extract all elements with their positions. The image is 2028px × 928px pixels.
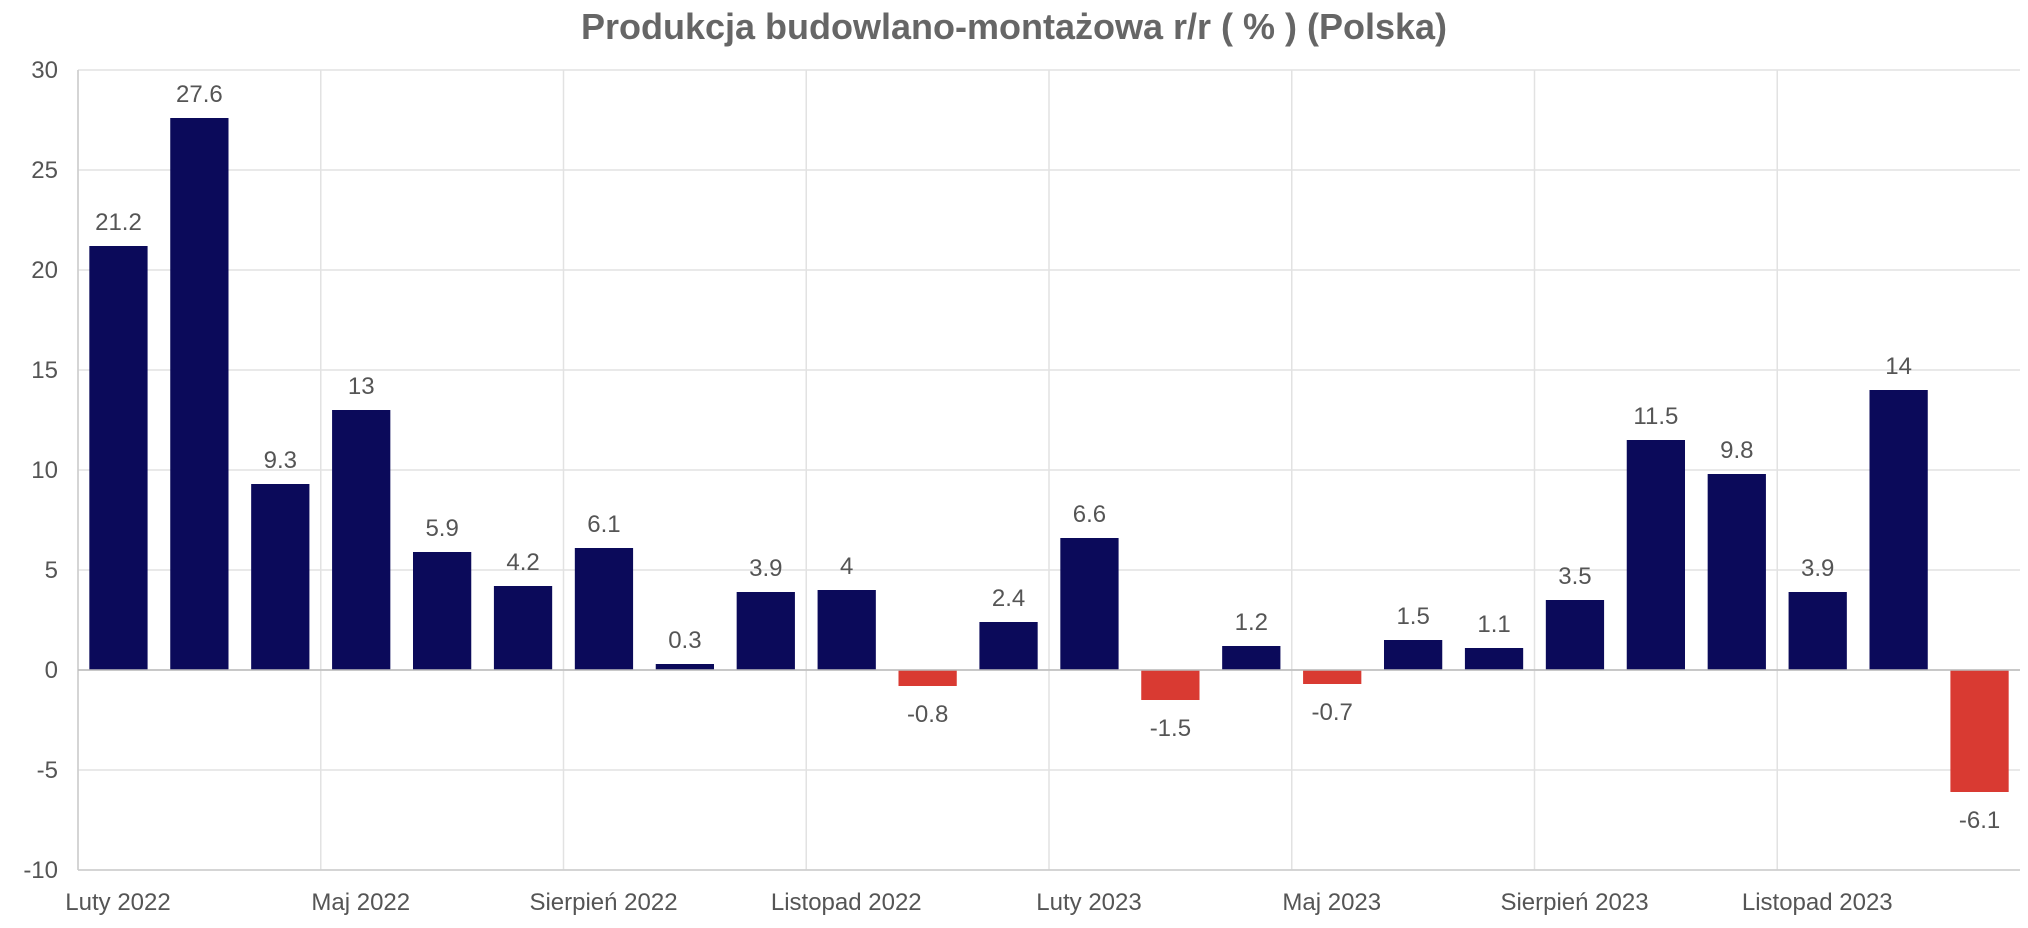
bar: [332, 410, 391, 670]
bar: [1869, 390, 1928, 670]
data-label: 14: [1885, 353, 1912, 380]
data-label: 3.9: [749, 555, 782, 582]
x-tick-label: Maj 2022: [311, 889, 410, 916]
x-tick-label: Luty 2023: [1036, 889, 1141, 916]
data-label: -1.5: [1150, 715, 1191, 742]
data-label: 1.2: [1235, 609, 1268, 636]
x-tick-label: Listopad 2023: [1742, 889, 1893, 916]
bar: [493, 586, 553, 670]
y-tick-label: 25: [31, 157, 58, 184]
bar: [1545, 600, 1605, 670]
bar: [251, 484, 310, 670]
y-tick-label: -10: [23, 857, 58, 884]
y-tick-label: 0: [45, 657, 58, 684]
data-label: 3.9: [1801, 555, 1834, 582]
data-label: 0.3: [668, 627, 701, 654]
bar: [1383, 640, 1443, 670]
data-label: 1.1: [1477, 611, 1510, 638]
bar: [1141, 670, 1200, 700]
bar: [170, 118, 229, 670]
data-label: -0.7: [1312, 699, 1353, 726]
chart-title: Produkcja budowlano-montażowa r/r ( % ) …: [580, 6, 1448, 47]
y-tick-label: 20: [31, 257, 58, 284]
x-tick-label: Sierpień 2022: [529, 889, 677, 916]
bar: [1788, 592, 1847, 670]
bar: [1222, 646, 1281, 670]
bar: [1464, 648, 1524, 670]
bar: [736, 592, 795, 670]
data-label: -6.1: [1959, 807, 2000, 834]
bar: [574, 548, 634, 670]
data-label: 1.5: [1396, 603, 1429, 630]
x-tick-label: Sierpień 2023: [1500, 889, 1648, 916]
x-tick-label: Maj 2023: [1282, 889, 1381, 916]
bar: [655, 664, 715, 670]
data-label: 2.4: [992, 585, 1025, 612]
data-label: 9.8: [1720, 437, 1753, 464]
bar: [1303, 670, 1362, 684]
y-tick-label: 15: [31, 357, 58, 384]
data-label: -0.8: [907, 701, 948, 728]
y-tick-label: 10: [31, 457, 58, 484]
x-tick-label: Listopad 2022: [771, 889, 922, 916]
data-label: 6.6: [1073, 501, 1106, 528]
bar: [898, 670, 957, 686]
bar: [979, 622, 1038, 670]
data-label: 11.5: [1633, 403, 1678, 430]
bar: [412, 552, 472, 670]
data-label: 3.5: [1558, 563, 1591, 590]
bar: [89, 246, 148, 670]
data-label: 9.3: [264, 447, 297, 474]
data-label: 5.9: [425, 515, 458, 542]
bar: [1626, 440, 1686, 670]
bar: [1950, 670, 2009, 792]
x-tick-label: Luty 2022: [65, 889, 170, 916]
y-tick-label: 5: [45, 557, 58, 584]
y-tick-label: 30: [31, 57, 58, 84]
data-label: 13: [348, 373, 375, 400]
data-label: 4: [840, 553, 853, 580]
data-label: 27.6: [176, 81, 223, 108]
bar: [817, 590, 876, 670]
y-tick-label: -5: [37, 757, 58, 784]
data-label: 6.1: [587, 511, 620, 538]
bar: [1060, 538, 1119, 670]
data-label: 21.2: [95, 209, 142, 236]
bar: [1707, 474, 1766, 670]
data-label: 4.2: [506, 549, 539, 576]
